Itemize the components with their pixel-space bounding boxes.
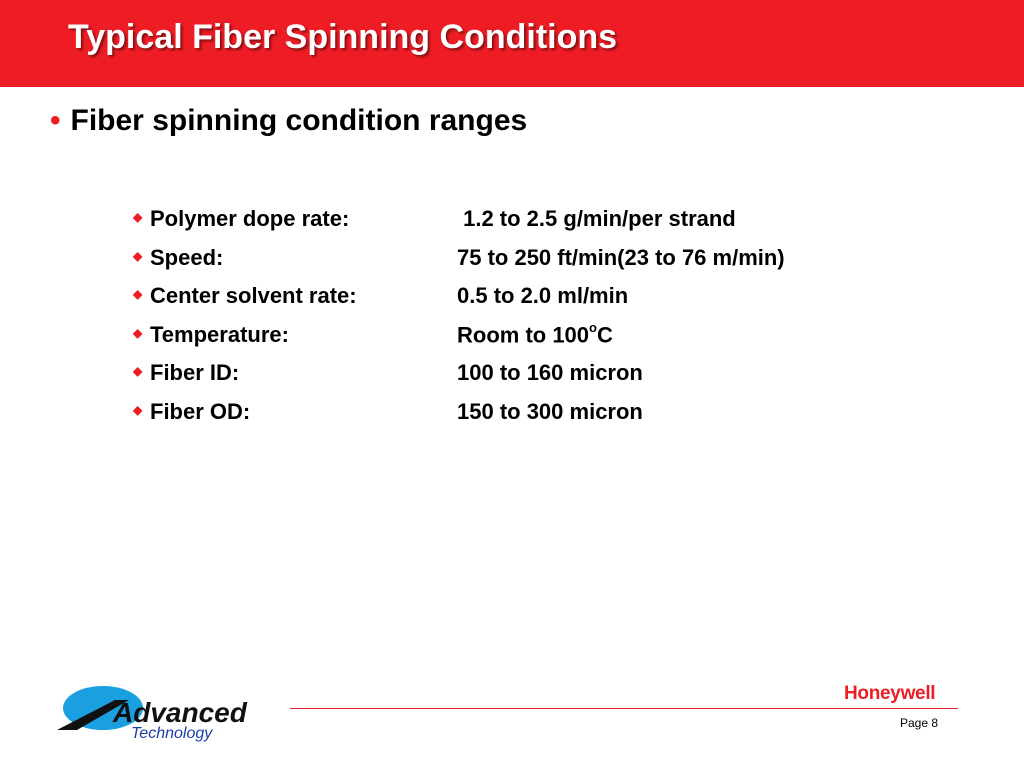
condition-value: 0.5 to 2.0 ml/min: [457, 283, 629, 309]
main-bullet-text: Fiber spinning condition ranges: [70, 104, 528, 137]
advanced-technology-logo: Advanced Technology: [57, 686, 248, 742]
condition-value: 100 to 160 micron: [457, 360, 643, 386]
condition-label: Temperature:: [150, 321, 289, 347]
diamond-bullet-icon: ◆: [133, 210, 143, 225]
temperature-unit: C: [596, 321, 613, 347]
condition-value: 150 to 300 micron: [457, 398, 643, 424]
main-bullet: • Fiber spinning condition ranges: [50, 104, 527, 138]
list-item: ◆ Speed: 75 to 250 ft/min(23 to 76 m/min…: [133, 239, 785, 278]
list-item: ◆ Temperature: Room to 100oC: [133, 316, 785, 355]
logo-text-technology: Technology: [131, 725, 213, 742]
condition-value: 1.2 to 2.5 g/min/per strand: [457, 206, 736, 232]
condition-label: Fiber ID:: [150, 360, 240, 386]
title-bar: Typical Fiber Spinning Conditions: [0, 0, 1024, 87]
logo-swoosh-icon: [57, 700, 129, 730]
condition-label: Polymer dope rate:: [150, 206, 350, 232]
page-number: Page 8: [900, 716, 939, 730]
condition-value: 75 to 250 ft/min(23 to 76 m/min): [457, 244, 785, 270]
honeywell-logo: Honeywell: [844, 683, 936, 704]
temperature-value: Room to 100: [457, 321, 590, 347]
diamond-bullet-icon: ◆: [133, 325, 143, 340]
bullet-dot-icon: •: [50, 104, 61, 137]
condition-value: Room to 100oC: [457, 319, 613, 348]
degree-superscript: o: [589, 319, 597, 335]
condition-label: Center solvent rate:: [150, 283, 357, 309]
list-item: ◆ Center solvent rate: 0.5 to 2.0 ml/min: [133, 277, 785, 316]
logo-text-advanced: Advanced: [112, 697, 248, 728]
condition-list: ◆ Polymer dope rate: 1.2 to 2.5 g/min/pe…: [133, 200, 785, 431]
diamond-bullet-icon: ◆: [133, 287, 143, 302]
list-item: ◆ Fiber OD: 150 to 300 micron: [133, 393, 785, 432]
list-item: ◆ Fiber ID: 100 to 160 micron: [133, 354, 785, 393]
diamond-bullet-icon: ◆: [133, 364, 143, 379]
condition-label: Speed:: [150, 244, 224, 270]
diamond-bullet-icon: ◆: [133, 402, 143, 417]
footer-divider: [290, 708, 958, 709]
condition-label: Fiber OD:: [150, 398, 251, 424]
slide-title: Typical Fiber Spinning Conditions: [68, 18, 618, 56]
list-item: ◆ Polymer dope rate: 1.2 to 2.5 g/min/pe…: [133, 200, 785, 239]
diamond-bullet-icon: ◆: [133, 248, 143, 263]
